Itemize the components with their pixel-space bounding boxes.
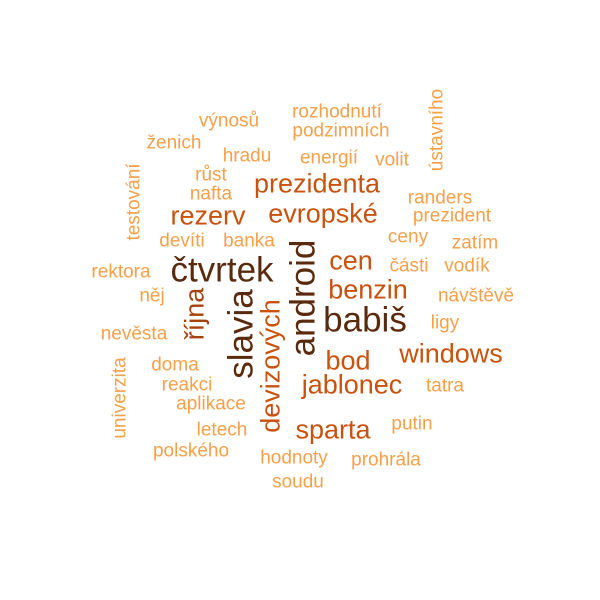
- word-doma: doma: [151, 354, 199, 376]
- word-windows: windows: [399, 338, 503, 369]
- word-evropské: evropské: [268, 198, 378, 229]
- word-října: října: [179, 287, 210, 341]
- word-testování: testování: [123, 163, 145, 241]
- word-slavia: slavia: [221, 289, 261, 379]
- word-části: části: [389, 255, 429, 277]
- word-energií: energií: [299, 147, 359, 169]
- word-polského: polského: [152, 440, 230, 462]
- word-nevěsta: nevěsta: [100, 323, 168, 345]
- word-prezident: prezident: [412, 205, 492, 227]
- word-babiš: babiš: [323, 300, 407, 340]
- word-zatím: zatím: [451, 232, 499, 254]
- word-jablonec: jablonec: [301, 369, 403, 400]
- word-něj: něj: [139, 285, 165, 307]
- word-aplikace: aplikace: [176, 393, 246, 415]
- word-reakci: reakci: [161, 374, 213, 396]
- word-ústavního: ústavního: [426, 88, 448, 172]
- word-čtvrtek: čtvrtek: [170, 250, 274, 290]
- word-vodík: vodík: [444, 255, 490, 277]
- word-cen: cen: [329, 245, 373, 276]
- word-rozhodnutí: rozhodnutí: [292, 101, 382, 123]
- word-ženich: ženich: [146, 132, 202, 154]
- word-výnosů: výnosů: [198, 110, 260, 132]
- word-prezidenta: prezidenta: [253, 168, 381, 199]
- word-volit: volit: [375, 149, 409, 171]
- word-ceny: ceny: [387, 226, 429, 248]
- word-podzimních: podzimních: [292, 120, 390, 142]
- word-banka: banka: [223, 230, 275, 252]
- word-ligy: ligy: [430, 312, 460, 334]
- word-sparta: sparta: [295, 414, 371, 445]
- word-soudu: soudu: [272, 471, 324, 493]
- word-návštěvě: návštěvě: [437, 285, 515, 307]
- word-rektora: rektora: [91, 261, 151, 283]
- word-letech: letech: [196, 419, 248, 441]
- word-benzin: benzin: [328, 274, 408, 305]
- word-devizových: devizových: [255, 299, 286, 433]
- word-hradu: hradu: [222, 145, 272, 167]
- word-hodnoty: hodnoty: [260, 447, 328, 469]
- word-tatra: tatra: [425, 375, 465, 397]
- word-devíti: devíti: [159, 230, 205, 252]
- word-rezerv: rezerv: [170, 200, 246, 231]
- word-putin: putin: [391, 413, 433, 435]
- word-růst: růst: [195, 164, 227, 186]
- word-bod: bod: [325, 345, 371, 376]
- word-nafta: nafta: [189, 183, 233, 205]
- word-univerzita: univerzita: [109, 357, 131, 439]
- word-randers: randers: [407, 187, 473, 209]
- word-prohrála: prohrála: [351, 449, 421, 471]
- word-android: android: [283, 239, 323, 357]
